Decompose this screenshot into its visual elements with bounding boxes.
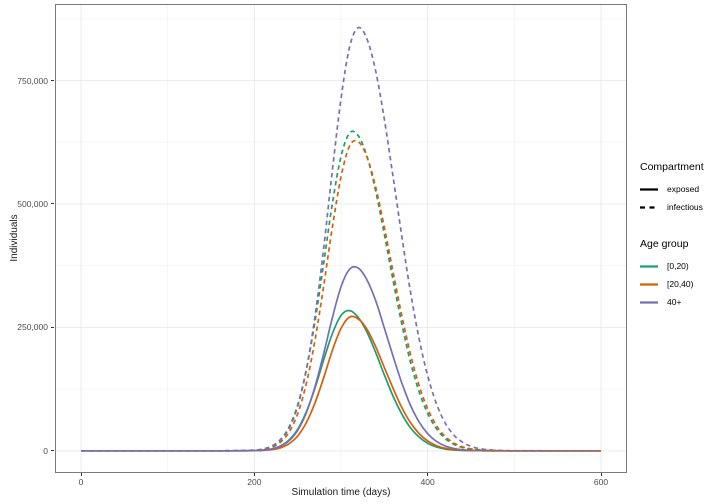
y-tick-mark [51, 326, 54, 328]
legend: Compartment exposed infectious Age group [640, 161, 704, 311]
x-tick-label: 400 [420, 477, 435, 487]
curve-infectious-20-40 [80, 139, 601, 452]
legend-label: [0,20) [667, 261, 689, 271]
x-tick-mark [253, 473, 255, 476]
x-tick-mark [427, 473, 429, 476]
x-axis-title: Simulation time (days) [291, 487, 391, 498]
legend-group-compartment: Compartment exposed infectious [640, 161, 704, 216]
dashed-line-key-icon [640, 205, 658, 209]
legend-label: infectious [667, 202, 703, 212]
y-axis-title: Individuals [9, 214, 20, 262]
x-tick-label: 600 [593, 477, 609, 487]
legend-title-age-group: Age group [640, 238, 689, 250]
legend-item-age-20-40: [20,40) [640, 275, 704, 293]
legend-label: [20,40) [667, 279, 694, 289]
y-tick-label: 750,000 [17, 75, 48, 86]
legend-label: exposed [667, 184, 700, 194]
x-tick-mark [600, 473, 602, 476]
y-tick-label: 250,000 [17, 322, 48, 333]
color-line-key-icon [640, 264, 658, 268]
solid-line-key-icon [640, 187, 658, 191]
legend-item-age-40plus: 40+ [640, 293, 704, 311]
legend-label: 40+ [667, 297, 682, 307]
legend-item-exposed: exposed [640, 180, 704, 198]
color-line-key-icon [640, 300, 658, 304]
y-tick-label: 0 [43, 445, 48, 456]
y-tick-mark [51, 450, 54, 452]
gridlines [55, 4, 627, 473]
legend-item-age-0-20: [0,20) [640, 257, 704, 275]
y-tick-label: 500,000 [17, 198, 48, 209]
legend-title-compartment: Compartment [640, 161, 704, 173]
y-tick-mark [51, 80, 54, 82]
x-tick-label: 200 [247, 477, 262, 487]
color-line-key-icon [640, 282, 658, 286]
legend-group-age: Age group [0,20) [20,40) 40+ [640, 238, 704, 311]
y-tick-mark [51, 203, 54, 205]
plot-panel [55, 4, 627, 473]
x-tick-label: 0 [78, 477, 84, 487]
curve-infectious-40plus [80, 26, 601, 452]
legend-item-infectious: infectious [640, 198, 704, 216]
curves [80, 26, 601, 452]
x-tick-mark [80, 473, 82, 476]
